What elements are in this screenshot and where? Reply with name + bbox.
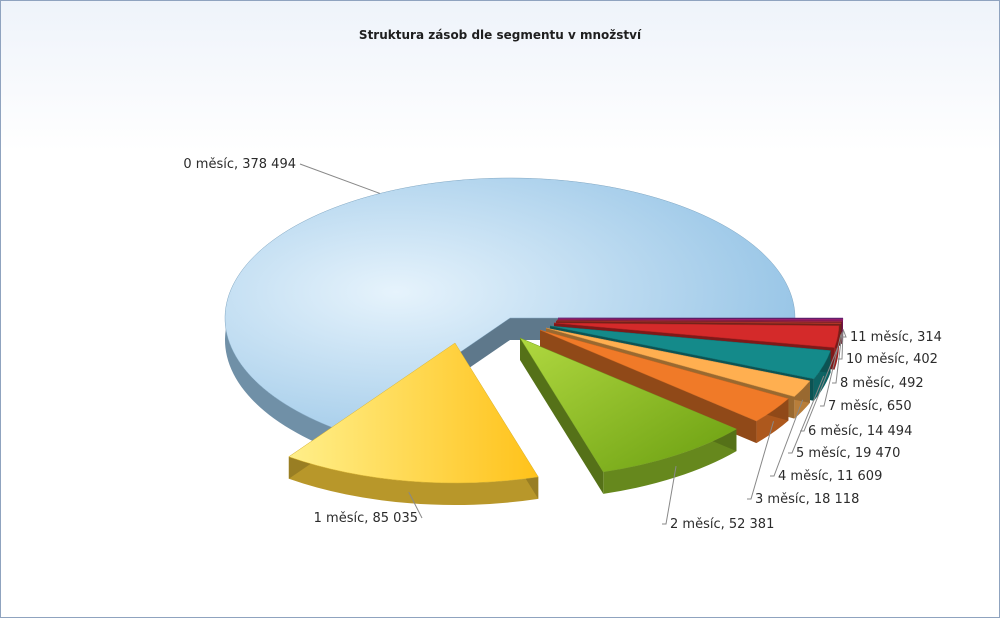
slice-label: 11 měsíc, 314 (850, 330, 942, 345)
pie-slice-side (288, 456, 539, 505)
label-leader-line (662, 466, 677, 525)
pie-slice (224, 177, 796, 433)
label-leader-line (408, 491, 423, 519)
slice-label: 2 měsíc, 52 381 (670, 517, 774, 532)
label-leader-line (838, 330, 844, 360)
pie-slice (556, 319, 843, 323)
pie-slice-face (520, 338, 604, 494)
label-leader-line (788, 375, 825, 454)
slice-label: 4 měsíc, 11 609 (778, 469, 882, 484)
pie-slice (288, 342, 539, 484)
chart-title: Struktura zásob dle segmentu v množství (358, 28, 642, 42)
slice-label: 8 měsíc, 492 (840, 376, 924, 391)
label-leader-line (770, 399, 804, 477)
pie-slice (557, 318, 844, 321)
pie-slice (549, 325, 831, 380)
label-leader-line (747, 421, 775, 500)
label-leaders (299, 163, 847, 525)
pie-slice (519, 337, 738, 473)
label-leader-line (299, 163, 381, 194)
slice-label: 3 měsíc, 18 118 (755, 492, 859, 507)
label-leader-line (842, 329, 847, 338)
slice-label: 6 měsíc, 14 494 (808, 424, 912, 439)
pie-slice (539, 329, 789, 422)
label-leader-line (820, 334, 842, 407)
pie-slice (555, 320, 842, 325)
slice-label: 7 měsíc, 650 (828, 399, 912, 414)
pie-slice-tops (224, 177, 844, 484)
slice-labels: 0 měsíc, 378 494 1 měsíc, 85 035 2 měsíc, … (183, 157, 942, 532)
label-leader-line (832, 332, 843, 384)
slice-label: 0 měsíc, 378 494 (183, 157, 296, 172)
pie-slice (545, 327, 811, 397)
label-leader-line (800, 347, 839, 432)
slice-label: 5 měsíc, 19 470 (796, 446, 900, 461)
slice-label: 10 měsíc, 402 (846, 352, 938, 367)
slice-label: 1 měsíc, 85 035 (314, 511, 418, 526)
pie-slice (553, 322, 840, 348)
